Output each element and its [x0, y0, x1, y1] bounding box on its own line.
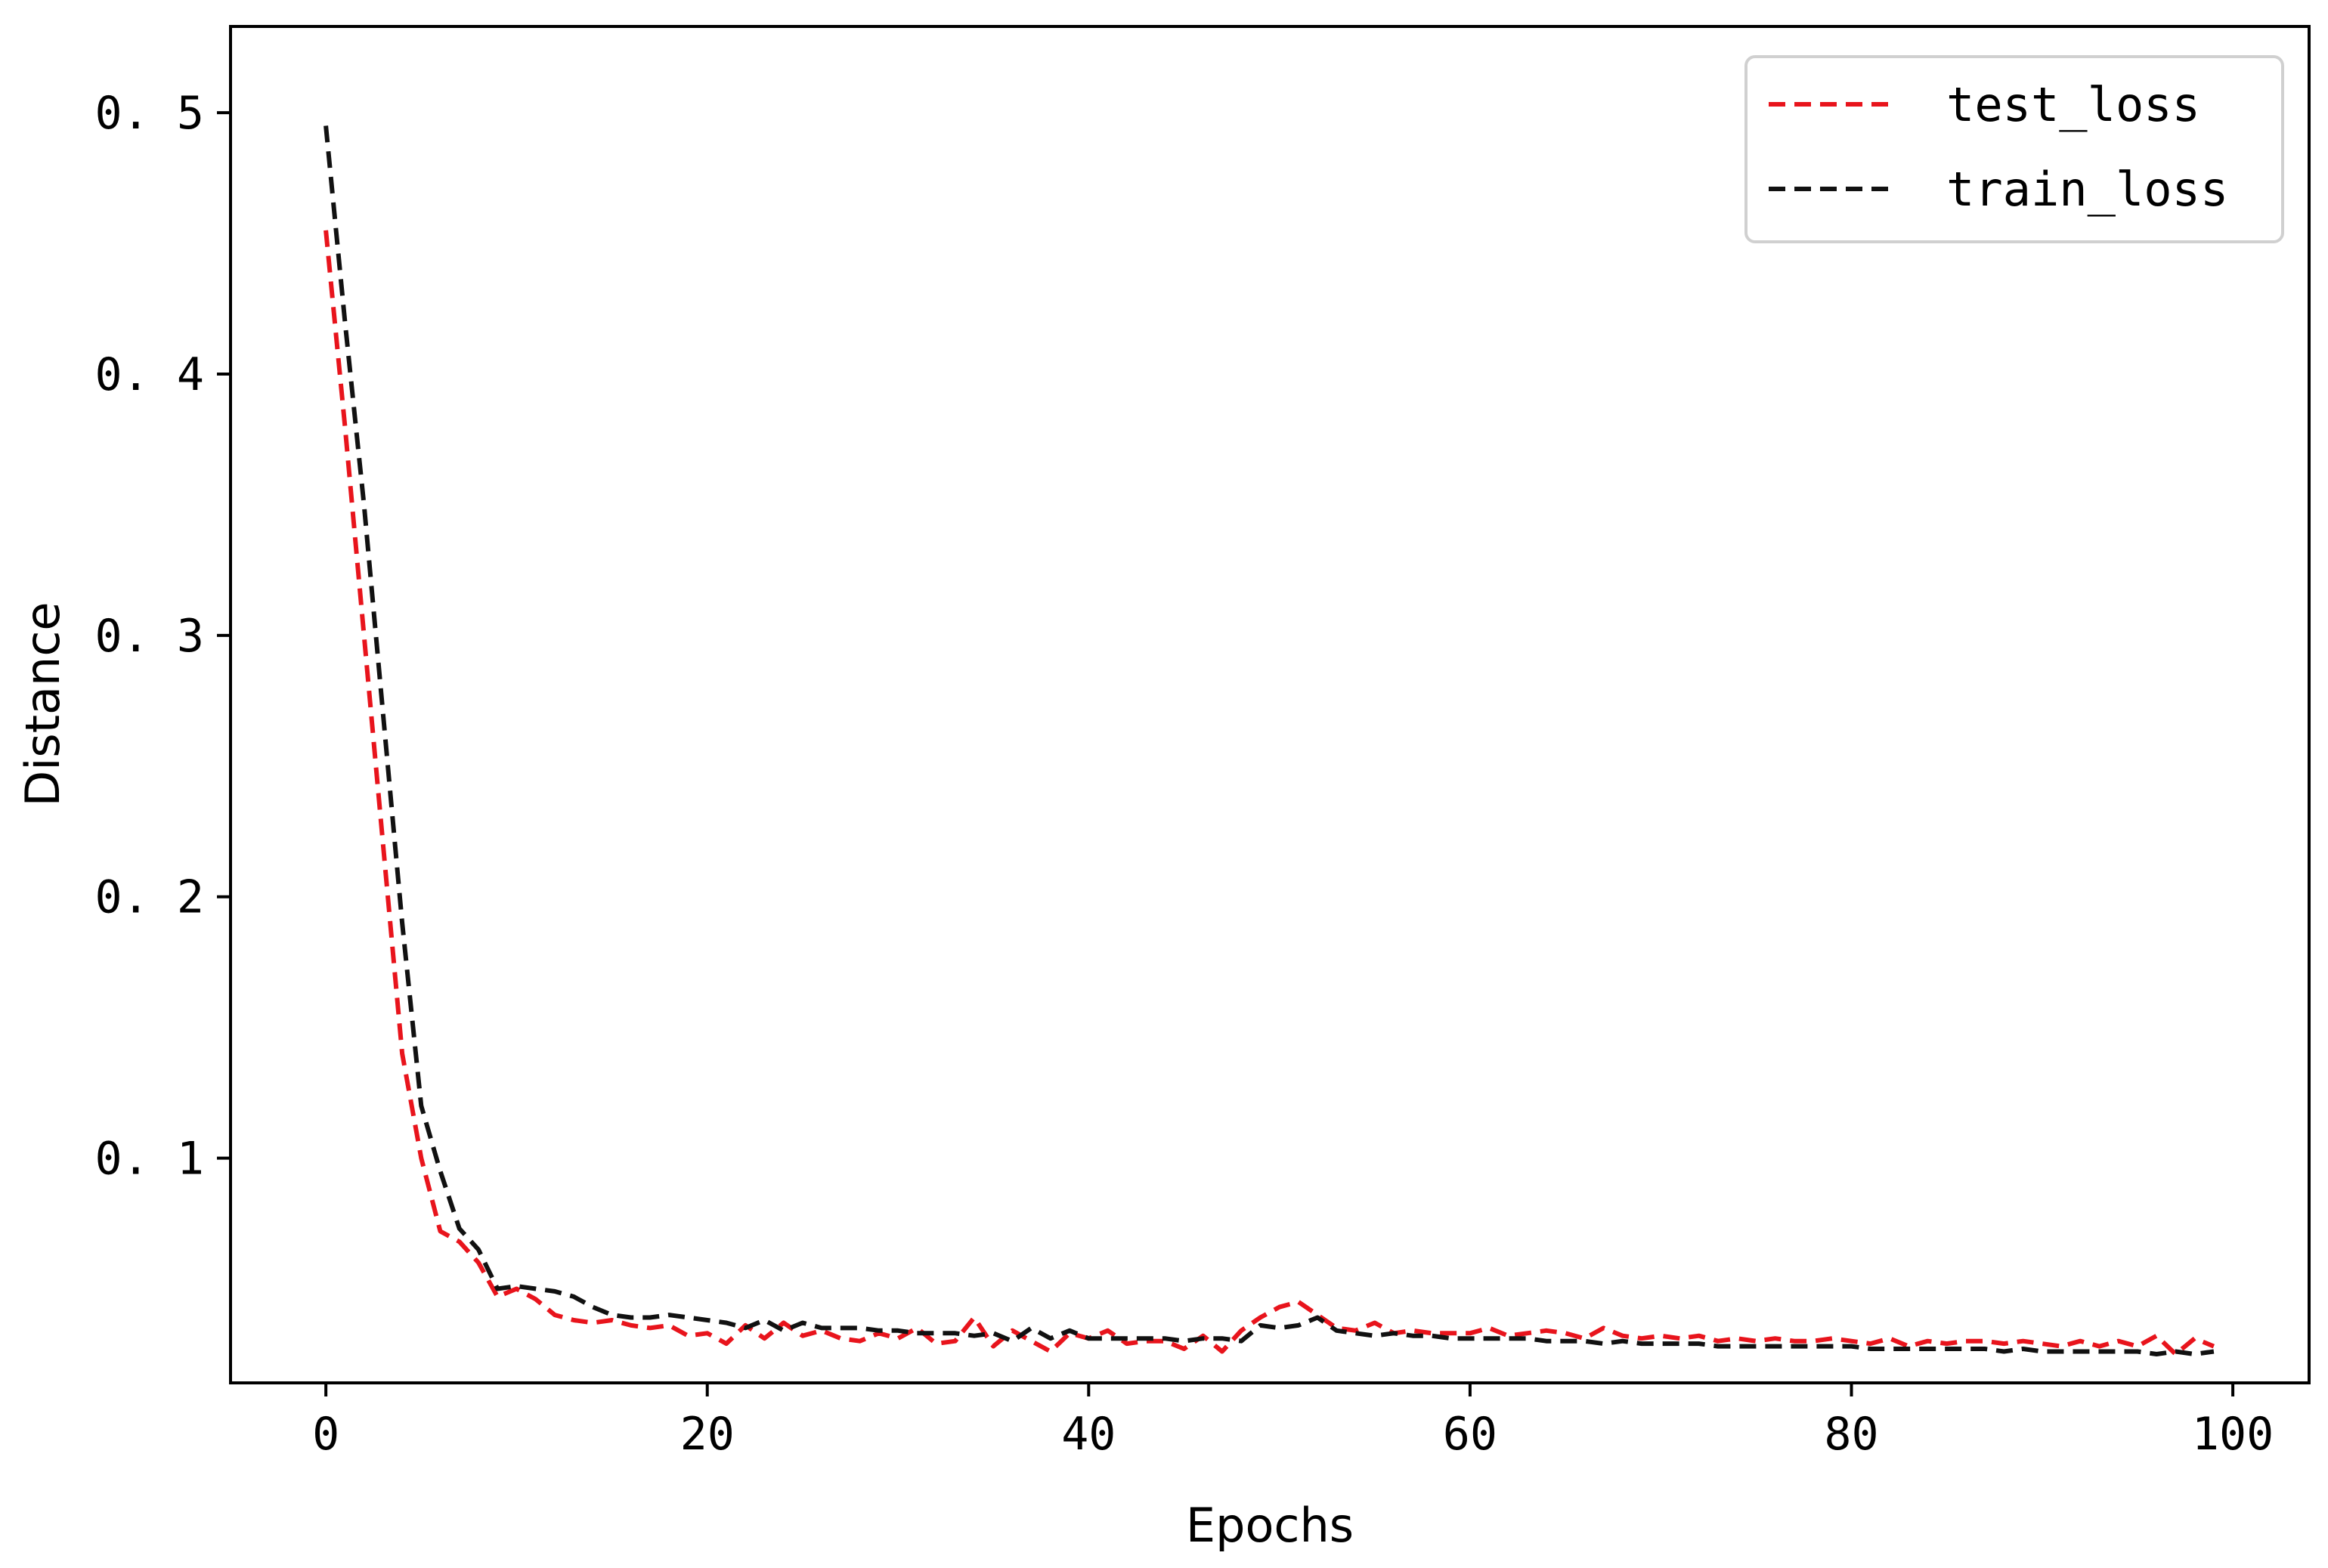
y-axis-label: Distance [15, 602, 70, 806]
y-tick-label: 0. 4 [95, 348, 205, 401]
y-tick-label: 0. 2 [95, 871, 205, 924]
legend-label-train-loss: train_loss [1946, 162, 2228, 217]
x-tick-label: 20 [680, 1408, 735, 1461]
x-tick-label: 60 [1443, 1408, 1497, 1461]
x-tick-label: 40 [1061, 1408, 1116, 1461]
x-axis-label: Epochs [1186, 1498, 1354, 1553]
x-axis-ticks: 0 20 40 60 80 100 [312, 1383, 2274, 1461]
plot-lines [324, 125, 2215, 1356]
plot-frame [229, 25, 2311, 1384]
legend-label-test-loss: test_loss [1946, 77, 2200, 132]
legend: test_loss train_loss [1744, 55, 2284, 243]
series-line-test-loss [324, 230, 2215, 1356]
y-tick-label: 0. 3 [95, 610, 205, 663]
y-tick-label: 0. 1 [95, 1133, 205, 1186]
series-line-train-loss [324, 125, 2215, 1356]
x-tick-label: 100 [2192, 1408, 2274, 1461]
y-tick-label: 0. 5 [95, 87, 205, 140]
x-tick-label: 0 [312, 1408, 339, 1461]
y-axis-ticks: 0. 1 0. 2 0. 3 0. 4 0. 5 [95, 87, 231, 1186]
x-tick-label: 80 [1824, 1408, 1878, 1461]
